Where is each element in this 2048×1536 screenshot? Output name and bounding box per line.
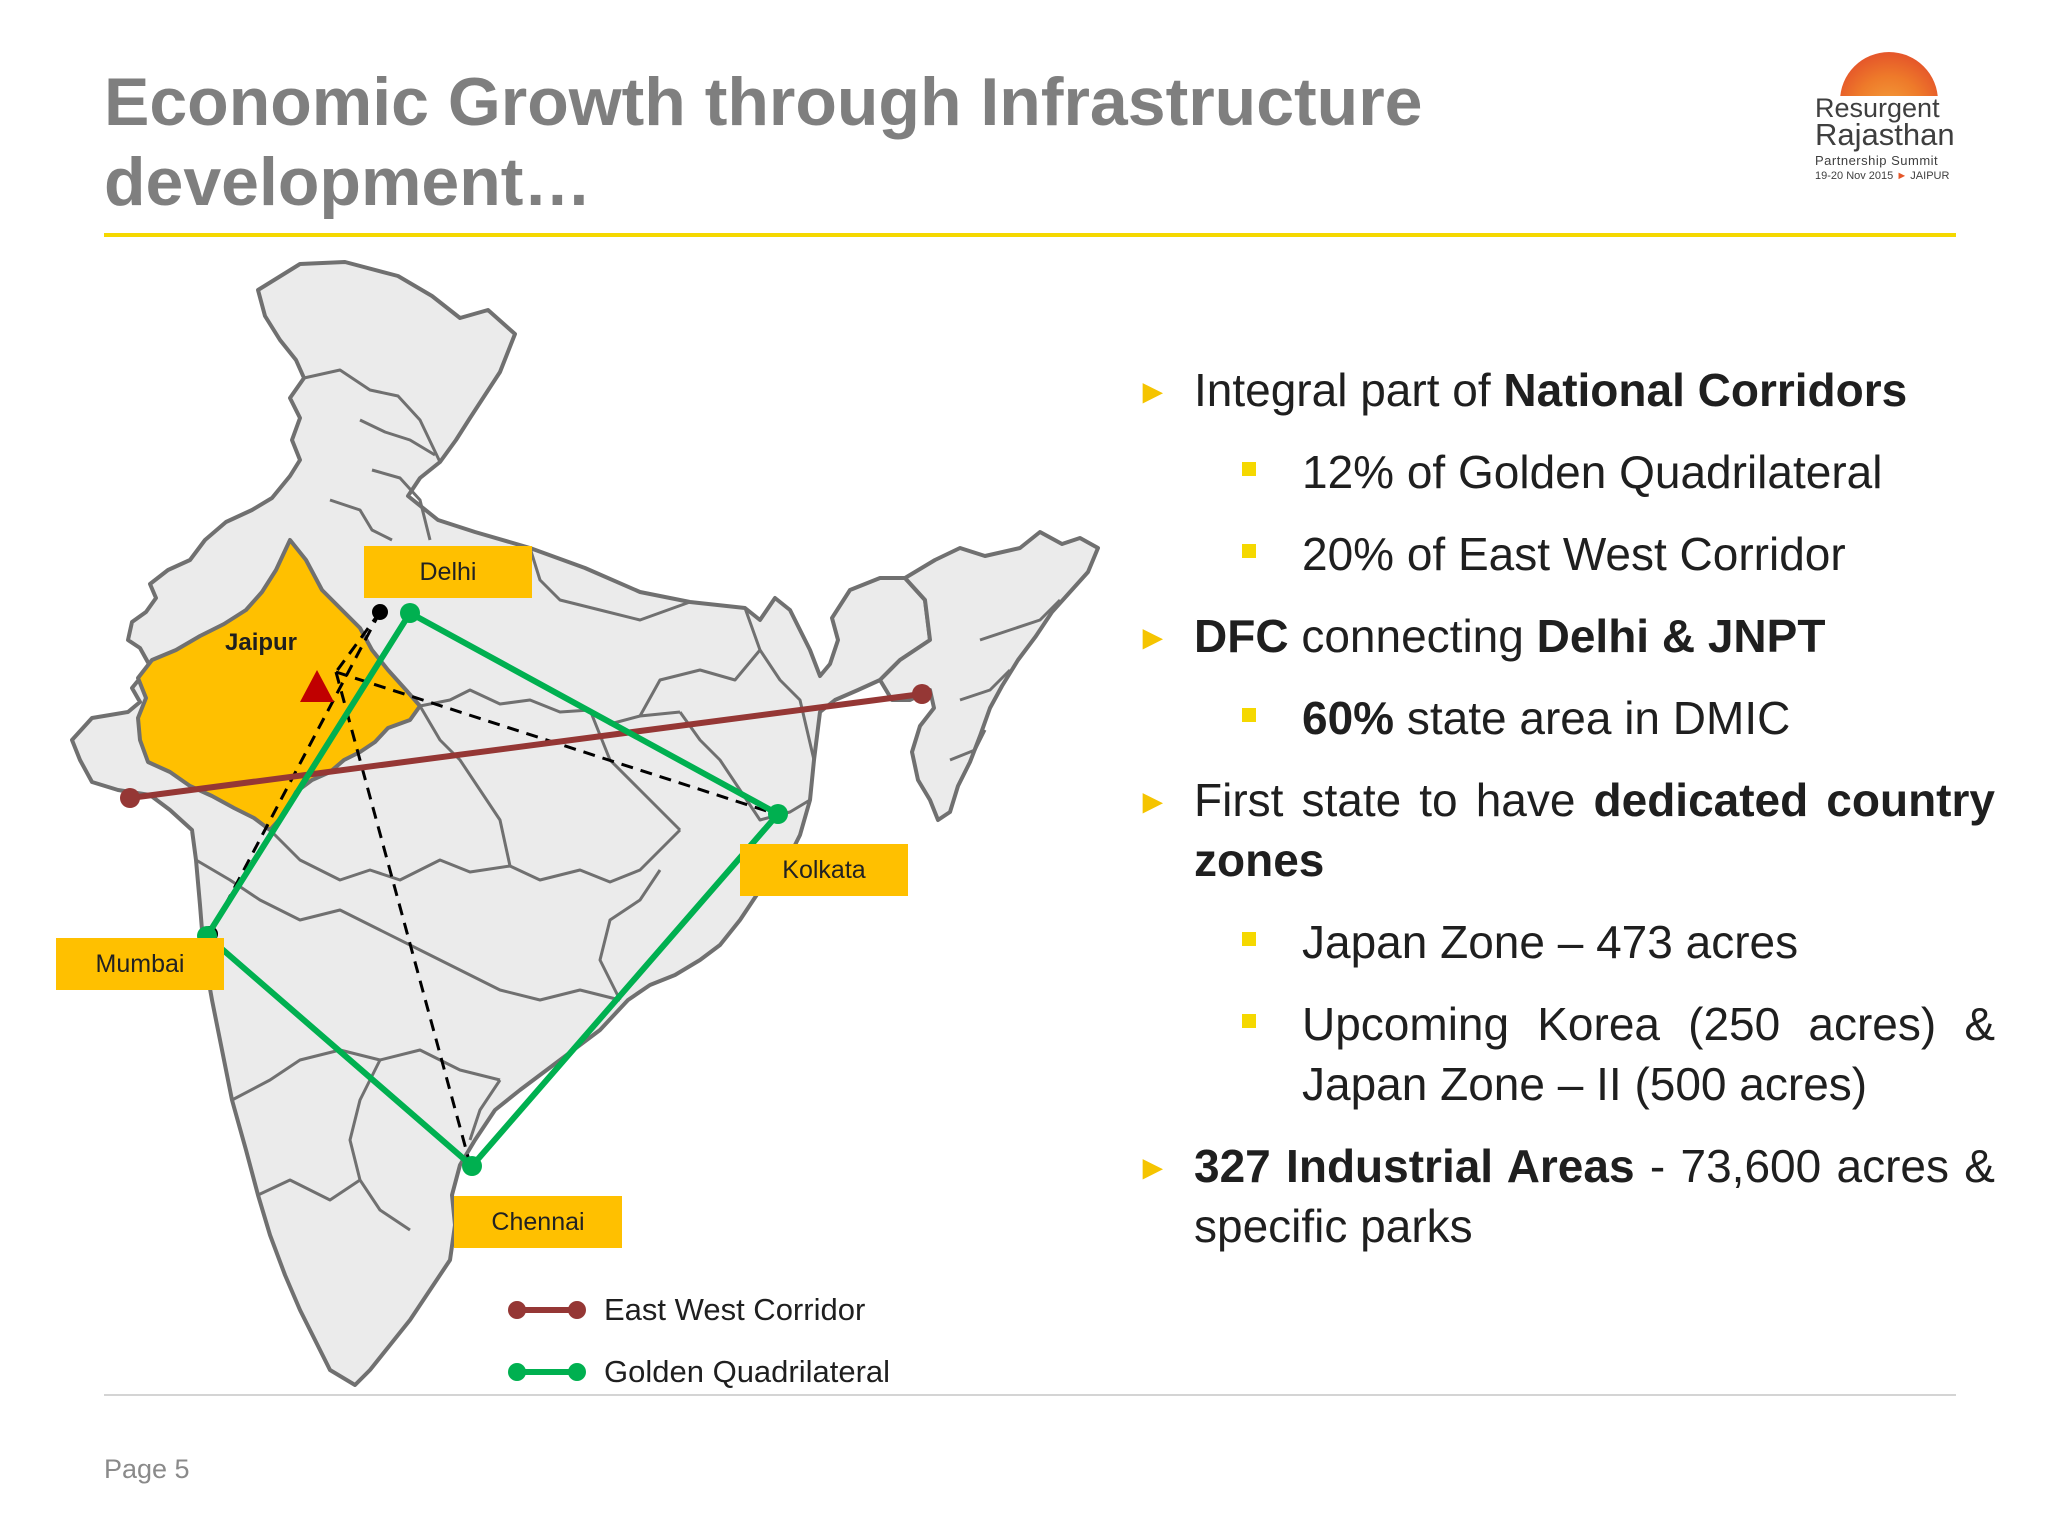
sub-bullet-item: Japan Zone – 473 acres — [1130, 912, 1995, 972]
sub-bullet-item: Upcoming Korea (250 acres) & Japan Zone … — [1130, 994, 1995, 1114]
square-bullet-icon — [1242, 708, 1256, 722]
city-label-kolkata: Kolkata — [740, 844, 908, 896]
key-points-list: ► Integral part of National Corridors 12% … — [1130, 360, 1995, 1278]
bullet-text: First state to have — [1194, 774, 1594, 826]
city-label-delhi: Delhi — [364, 546, 532, 598]
slide-title: Economic Growth through Infrastructure d… — [104, 64, 1423, 220]
bullet-text: dedicated country zones — [1194, 774, 1995, 886]
bullet-text: DFC — [1194, 610, 1289, 662]
bullet-item: ► First state to have dedicated country z… — [1130, 770, 1995, 890]
logo-text-rajasthan: Rajasthan — [1815, 117, 1955, 152]
city-label-mumbai: Mumbai — [56, 938, 224, 990]
india-corridor-map: Jaipur — [70, 260, 1100, 1387]
delhi-dfc-node — [372, 604, 388, 620]
bullet-text: connecting — [1288, 610, 1537, 662]
bullet-text: Delhi & JNPT — [1536, 610, 1826, 662]
northeast-outline — [878, 530, 1100, 822]
city-label-chennai: Chennai — [454, 1196, 622, 1248]
bullet-item: ► 327 Industrial Areas - 73,600 acres & s… — [1130, 1136, 1995, 1256]
sub-bullet-item: 12% of Golden Quadrilateral — [1130, 442, 1995, 502]
triangle-bullet-icon: ► — [1136, 373, 1170, 411]
page-number: Page 5 — [104, 1454, 190, 1484]
square-bullet-icon — [1242, 544, 1256, 558]
bullet-item: ► Integral part of National Corridors — [1130, 360, 1995, 420]
bullet-text: Japan Zone – 473 acres — [1302, 916, 1799, 968]
bullet-text: 12% of Golden Quadrilateral — [1302, 446, 1883, 498]
square-bullet-icon — [1242, 1014, 1256, 1028]
jaipur-label: Jaipur — [225, 629, 297, 656]
triangle-bullet-icon: ► — [1136, 783, 1170, 821]
logo-text-summit: Partnership Summit — [1815, 153, 1939, 168]
state-borders — [195, 368, 1062, 1232]
bullet-text: 20% of East West Corridor — [1302, 528, 1846, 580]
legend-golden-quad-swatch — [508, 1363, 586, 1381]
logo-text-date: 19-20 Nov 2015 ► JAIPUR — [1815, 170, 1950, 182]
sub-bullet-item: 20% of East West Corridor — [1130, 524, 1995, 584]
east-west-corridor — [120, 684, 932, 808]
title-underline — [104, 233, 1956, 237]
triangle-bullet-icon: ► — [1136, 619, 1170, 657]
bullet-item: ► DFC connecting Delhi & JNPT — [1130, 606, 1995, 666]
legend-east-west-label: East West Corridor — [604, 1292, 866, 1327]
bullet-text: state area in DMIC — [1394, 692, 1791, 744]
bullet-text: Upcoming Korea (250 acres) & Japan Zone … — [1302, 998, 1995, 1110]
sub-bullet-item: 60% state area in DMIC — [1130, 688, 1995, 748]
jaipur-marker-icon — [300, 670, 334, 702]
triangle-bullet-icon: ► — [1136, 1149, 1170, 1187]
square-bullet-icon — [1242, 462, 1256, 476]
summit-logo: Resurgent Rajasthan Partnership Summit 1… — [1810, 52, 1970, 187]
logo-arrow-icon: ► — [1896, 170, 1908, 182]
legend-east-west-swatch — [508, 1301, 586, 1319]
bullet-text: - 73,600 acres & specific parks — [1194, 1140, 1995, 1252]
footer-divider — [104, 1394, 1956, 1396]
square-bullet-icon — [1242, 932, 1256, 946]
bullet-text: Integral part of — [1194, 364, 1504, 416]
legend-golden-quad-label: Golden Quadrilateral — [604, 1354, 891, 1389]
bullet-text: 327 Industrial Areas — [1194, 1140, 1635, 1192]
bullet-text: 60% — [1302, 692, 1395, 744]
golden-quadrilateral — [197, 603, 788, 1176]
logo-text-resurgent: Resurgent — [1815, 93, 1940, 123]
bullet-text: National Corridors — [1503, 364, 1908, 416]
